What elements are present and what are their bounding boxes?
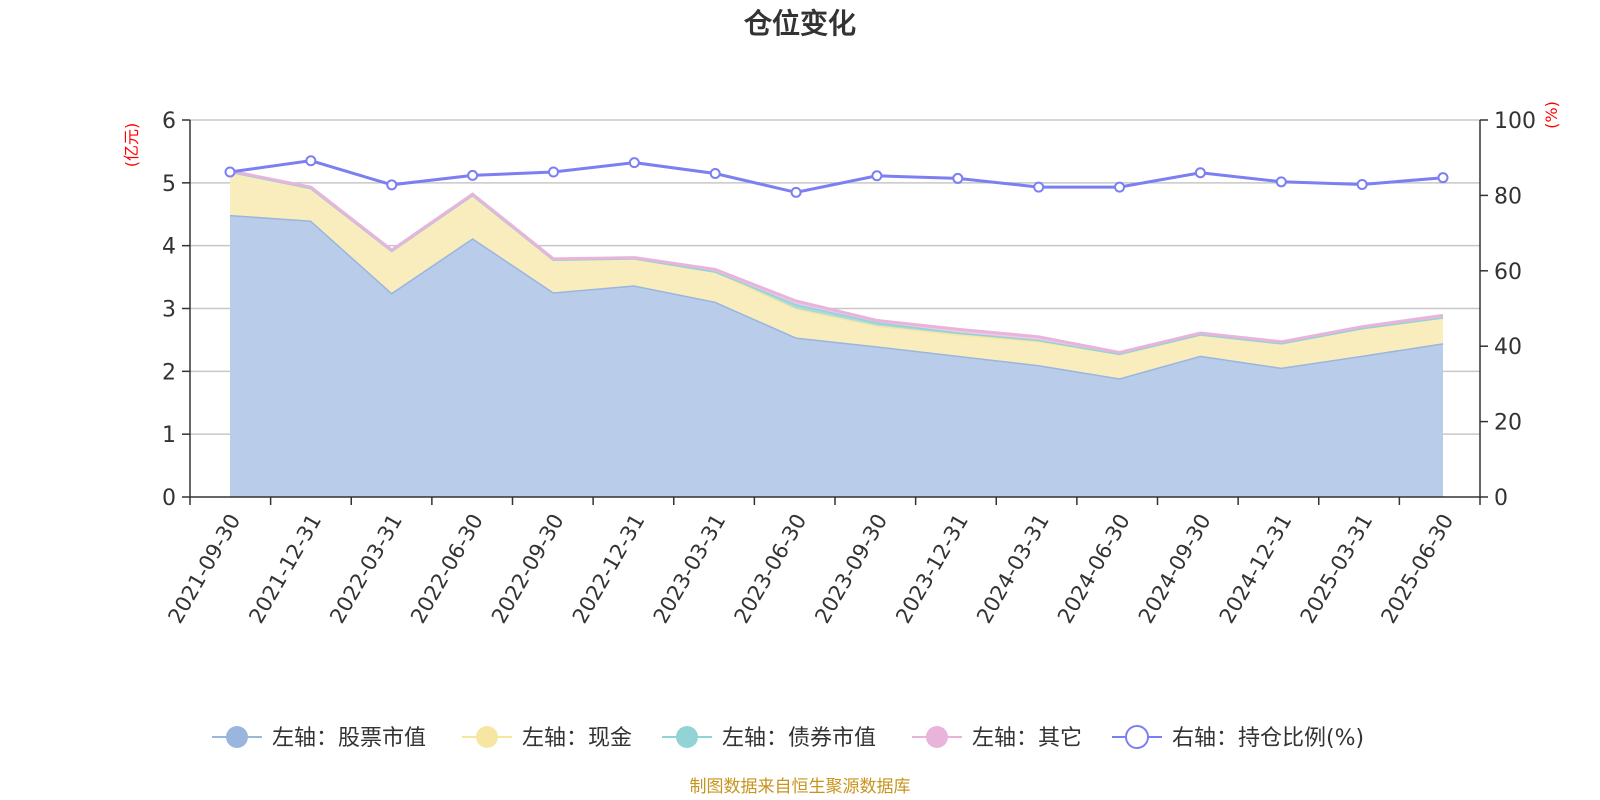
holding-ratio-point xyxy=(790,186,802,198)
left-tick-label: 4 xyxy=(162,235,176,260)
legend-item: 左轴：债券市值 xyxy=(662,726,876,751)
holding-ratio-point xyxy=(1437,172,1449,184)
x-tick-label: 2025-06-30 xyxy=(1376,510,1458,628)
x-tick-label: 2024-06-30 xyxy=(1053,510,1135,628)
holding-ratio-point xyxy=(1194,167,1206,179)
x-tick-label: 2022-09-30 xyxy=(487,510,569,628)
legend-marker xyxy=(676,726,698,748)
holding-ratio-line xyxy=(224,155,1449,198)
right-tick-label: 80 xyxy=(1494,184,1522,209)
holding-ratio-point xyxy=(1114,181,1126,193)
x-tick-label: 2023-09-30 xyxy=(810,510,892,628)
left-tick-label: 0 xyxy=(162,486,176,511)
area-edge-4 xyxy=(229,169,1444,355)
x-tick-label: 2022-06-30 xyxy=(406,510,488,628)
legend-marker xyxy=(1125,725,1149,749)
legend-label: 左轴：股票市值 xyxy=(272,726,426,751)
x-tick-label: 2023-06-30 xyxy=(730,510,812,628)
legend-marker xyxy=(226,726,248,748)
x-tick-label: 2021-12-31 xyxy=(244,510,326,628)
left-tick-label: 6 xyxy=(162,109,176,134)
legend: 左轴：股票市值 左轴：现金 左轴：债券市值 左轴：其它 右轴：持仓比例(%) xyxy=(212,725,1364,751)
holding-ratio-point xyxy=(709,168,721,180)
holding-ratio-point xyxy=(386,179,398,191)
holding-ratio-point xyxy=(224,166,236,178)
holding-ratio-point xyxy=(1356,178,1368,190)
x-tick-label: 2024-09-30 xyxy=(1134,510,1216,628)
holding-ratio-path xyxy=(229,159,1444,194)
legend-marker xyxy=(476,726,498,748)
right-axis-unit: (%) xyxy=(1542,101,1561,129)
x-tick-label: 2024-03-31 xyxy=(972,510,1054,628)
holding-ratio-point xyxy=(1033,181,1045,193)
left-tick-label: 3 xyxy=(162,298,176,323)
legend-marker xyxy=(926,726,948,748)
right-tick-label: 60 xyxy=(1494,260,1522,285)
legend-item: 左轴：其它 xyxy=(912,726,1082,751)
legend-label: 右轴：持仓比例(%) xyxy=(1172,726,1364,751)
right-tick-label: 40 xyxy=(1494,335,1522,360)
legend-label: 左轴：其它 xyxy=(972,726,1082,751)
holding-ratio-point xyxy=(1275,176,1287,188)
legend-item: 左轴：股票市值 xyxy=(212,726,426,751)
legend-label: 左轴：现金 xyxy=(522,726,632,751)
holding-ratio-point xyxy=(952,172,964,184)
holding-ratio-point xyxy=(467,169,479,181)
legend-label: 左轴：债券市值 xyxy=(722,726,876,751)
chart-title: 仓位变化 xyxy=(744,7,856,40)
left-tick-label: 2 xyxy=(162,360,176,385)
area-2 xyxy=(230,171,1443,379)
x-tick-label: 2023-12-31 xyxy=(891,510,973,628)
holding-ratio-point xyxy=(871,170,883,182)
data-source-note: 制图数据来自恒生聚源数据库 xyxy=(690,777,911,797)
right-tick-label: 0 xyxy=(1494,486,1508,511)
x-tick-label: 2023-03-31 xyxy=(649,510,731,628)
x-tick-label: 2024-12-31 xyxy=(1215,510,1297,628)
area-1 xyxy=(230,214,1443,497)
left-tick-label: 1 xyxy=(162,423,176,448)
x-tick-label: 2022-12-31 xyxy=(568,510,650,628)
holding-ratio-point xyxy=(628,157,640,169)
x-tick-label: 2025-03-31 xyxy=(1296,510,1378,628)
holding-ratio-point xyxy=(305,155,317,167)
legend-item: 右轴：持仓比例(%) xyxy=(1112,725,1364,751)
right-tick-label: 20 xyxy=(1494,411,1522,436)
left-tick-label: 5 xyxy=(162,172,176,197)
left-axis-unit: (亿元) xyxy=(122,123,141,168)
x-tick-label: 2021-09-30 xyxy=(163,510,245,628)
right-tick-label: 100 xyxy=(1494,109,1536,134)
holding-ratio-point xyxy=(547,166,559,178)
x-tick-label: 2022-03-31 xyxy=(325,510,407,628)
stacked-areas xyxy=(229,169,1444,497)
legend-item: 左轴：现金 xyxy=(462,726,632,751)
